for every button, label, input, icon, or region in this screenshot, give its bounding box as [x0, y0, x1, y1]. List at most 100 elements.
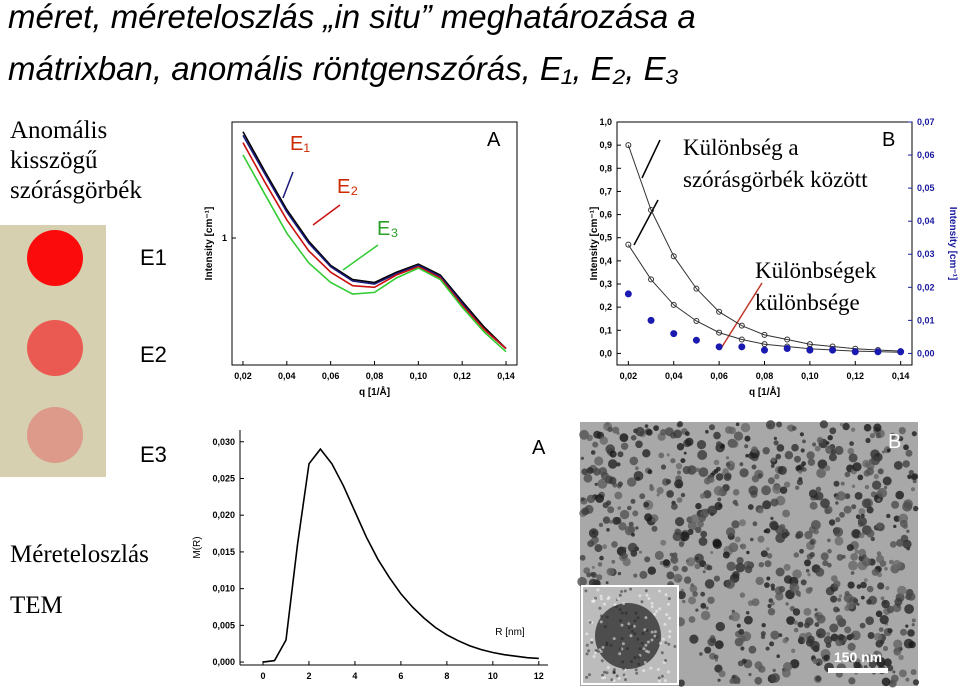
inset-grain	[588, 673, 591, 677]
particle	[907, 474, 912, 480]
x-tick-label: 0	[260, 671, 265, 681]
particle	[827, 435, 833, 441]
particle	[911, 618, 916, 623]
particle	[611, 541, 618, 548]
particle	[697, 520, 704, 528]
particle	[677, 470, 681, 475]
particle	[868, 458, 875, 464]
particle	[748, 672, 752, 677]
particle	[662, 559, 670, 567]
particle	[654, 550, 664, 560]
y2-tick-label: 0,07	[917, 117, 935, 127]
inset-grain	[626, 647, 629, 651]
particle	[844, 471, 851, 478]
particle	[849, 441, 854, 446]
particle	[843, 505, 852, 514]
particle	[771, 457, 776, 463]
y-tick-label: 0,005	[212, 620, 235, 630]
inset-grain	[658, 641, 662, 645]
particle	[586, 467, 594, 474]
particle	[889, 541, 897, 548]
inset-grain	[612, 670, 616, 674]
particle	[764, 582, 770, 588]
inset-grain	[638, 647, 642, 651]
particle	[617, 571, 622, 576]
data-point	[716, 329, 723, 336]
particle	[598, 522, 604, 528]
inset-grain	[612, 679, 616, 683]
inset-grain	[663, 622, 667, 626]
inset-grain	[618, 608, 622, 611]
particle	[865, 616, 874, 625]
particle	[820, 552, 829, 561]
particle	[873, 473, 879, 480]
particle	[902, 501, 913, 512]
data-point	[738, 322, 745, 329]
particle	[586, 494, 596, 504]
particle	[893, 647, 902, 656]
particle	[786, 616, 795, 625]
particle	[850, 427, 856, 432]
data-point	[692, 336, 700, 344]
particle	[907, 592, 916, 601]
inset-grain	[647, 650, 651, 654]
particle	[785, 602, 789, 606]
particle	[823, 654, 830, 661]
particle	[630, 498, 636, 504]
y2-tick-label: 0,01	[917, 315, 935, 325]
particle	[686, 557, 696, 567]
y-tick-label: 0,3	[599, 279, 612, 289]
particle	[875, 432, 882, 439]
inset-grain	[601, 673, 604, 677]
particle	[812, 442, 817, 447]
particle	[660, 464, 667, 470]
inset-grain	[673, 645, 677, 648]
inset-grain	[612, 637, 616, 641]
particle	[714, 640, 724, 650]
particle	[682, 466, 691, 475]
y-tick-label: 0,2	[599, 302, 612, 312]
arrow	[312, 204, 341, 226]
particle	[873, 423, 882, 432]
particle	[776, 654, 780, 658]
particle	[649, 486, 655, 492]
scale-bar	[828, 668, 888, 673]
y-axis-label: Intensity [cm⁻¹]	[589, 207, 600, 281]
particle	[710, 551, 714, 554]
particle	[882, 645, 889, 652]
inset-grain	[653, 630, 657, 634]
particle	[723, 473, 732, 481]
particle	[795, 530, 804, 539]
inset-grain	[609, 643, 613, 647]
data-point	[761, 346, 768, 354]
inset-grain	[620, 637, 624, 641]
inset-grain	[606, 666, 610, 669]
inset-grain	[621, 660, 625, 664]
inset-grain	[629, 634, 633, 638]
particle	[728, 542, 739, 553]
inset-grain	[613, 603, 617, 607]
y-tick-label: 1,0	[599, 117, 612, 127]
particle	[895, 490, 904, 500]
particle	[713, 431, 721, 440]
particle	[852, 529, 861, 538]
particle	[897, 585, 907, 596]
y-axis-label: Intensity [cm⁻¹]	[204, 207, 215, 281]
inset-grain	[615, 674, 619, 678]
particle	[602, 502, 609, 509]
inset-grain	[642, 647, 646, 651]
inset-grain	[641, 632, 645, 635]
particle	[810, 640, 820, 651]
particle	[802, 439, 806, 444]
particle	[773, 436, 778, 440]
particle	[800, 448, 805, 453]
particle	[740, 646, 745, 651]
particle	[730, 440, 739, 448]
particle	[796, 479, 804, 486]
series-line	[242, 142, 507, 350]
particle	[833, 527, 844, 537]
particle	[656, 487, 664, 495]
x-tick-label: 8	[444, 671, 449, 681]
data-point	[670, 301, 677, 308]
particle	[772, 484, 782, 494]
